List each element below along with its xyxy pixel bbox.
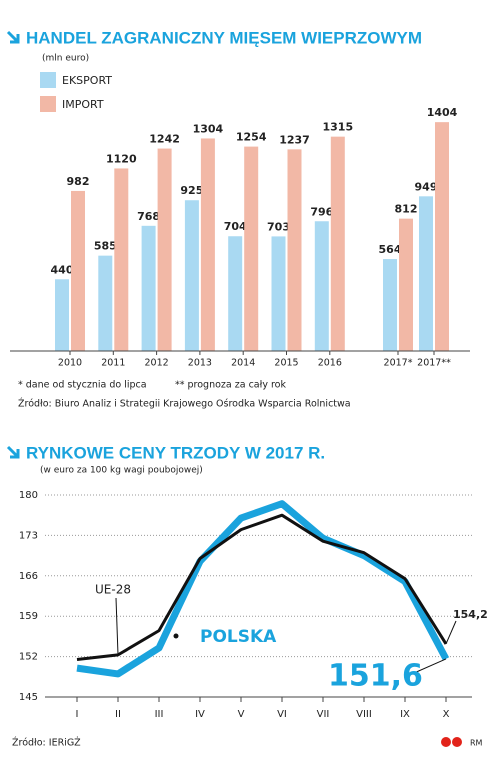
- bar: [200, 138, 215, 351]
- marker: [173, 633, 179, 639]
- x-tick-label: 2017*: [384, 358, 413, 369]
- x-tick-label: 2012: [145, 358, 169, 369]
- data-label: 703: [267, 220, 290, 233]
- subtitle: (w euro za 100 kg wagi poubojowej): [40, 466, 203, 476]
- data-label: 585: [94, 240, 117, 253]
- bar: [114, 168, 129, 351]
- y-tick-label: 145: [19, 692, 38, 703]
- note: * dane od stycznia do lipca: [18, 380, 147, 391]
- data-label: 564: [379, 243, 402, 256]
- bar: [157, 148, 172, 351]
- arrow-icon: [6, 30, 20, 44]
- credit: RM: [470, 739, 483, 748]
- line: [76, 500, 450, 678]
- x-tick-label: 2014: [231, 358, 255, 369]
- data-label: 1404: [427, 106, 458, 119]
- x-tick-label: 2016: [318, 358, 342, 369]
- x-tick-label: VIII: [356, 709, 372, 720]
- bar: [98, 255, 113, 351]
- x-tick-label: VII: [317, 709, 330, 720]
- data-label: 812: [395, 203, 418, 216]
- data-label: 925: [180, 184, 203, 197]
- note: ** prognoza za cały rok: [175, 380, 286, 391]
- x-tick-label: III: [155, 709, 164, 720]
- value-label: 151,6: [328, 659, 423, 694]
- x-tick-label: 2017**: [417, 358, 451, 369]
- x-tick-label: X: [443, 709, 450, 720]
- data-label: 796: [310, 205, 333, 218]
- data-label: 1254: [236, 131, 267, 144]
- data-label: 1120: [106, 152, 137, 165]
- legend-swatch: [40, 72, 56, 88]
- x-tick-label: V: [238, 709, 245, 720]
- leader: [115, 597, 119, 655]
- y-tick-label: 180: [19, 490, 38, 501]
- x-tick-label: I: [76, 709, 79, 720]
- value-label: 154,2: [453, 608, 488, 621]
- arrow-icon: [6, 445, 20, 459]
- data-label: 1242: [149, 133, 180, 146]
- bar: [244, 146, 259, 351]
- series-label: POLSKA: [200, 627, 277, 647]
- x-tick-label: IX: [400, 709, 410, 720]
- data-label: 1315: [322, 121, 353, 134]
- data-label: 1237: [279, 133, 310, 146]
- bar: [55, 279, 69, 351]
- legend-swatch: [40, 96, 56, 112]
- series-label: UE-28: [95, 583, 131, 597]
- legend-label: EKSPORT: [62, 74, 112, 87]
- data-label: 704: [224, 220, 247, 233]
- x-tick-label: 2013: [188, 358, 212, 369]
- bar: [383, 259, 397, 351]
- data-label: 949: [415, 180, 438, 193]
- x-tick-label: 2011: [101, 358, 125, 369]
- x-tick-label: IV: [195, 709, 205, 720]
- leader: [404, 658, 447, 678]
- x-tick-label: 2015: [274, 358, 298, 369]
- bar: [228, 236, 243, 351]
- chart-title: RYNKOWE CENY TRZODY W 2017 R.: [26, 443, 325, 462]
- data-label: 440: [51, 263, 74, 276]
- data-label: 1304: [193, 122, 224, 135]
- bar: [271, 236, 286, 351]
- x-tick-label: VI: [277, 709, 287, 720]
- chart-title: HANDEL ZAGRANICZNY MIĘSEM WIEPRZOWYM: [26, 28, 422, 47]
- bar: [419, 196, 433, 351]
- bar: [399, 218, 413, 351]
- source: Źródło: Biuro Analiz i Strategii Krajowe…: [18, 398, 351, 410]
- bar: [141, 225, 156, 351]
- x-tick-label: 2010: [58, 358, 82, 369]
- data-label: 768: [137, 210, 160, 223]
- bar: [184, 200, 199, 351]
- data-label: 982: [67, 175, 90, 188]
- leader: [445, 620, 457, 645]
- source: Źródło: IERiGŻ: [12, 737, 81, 749]
- y-tick-label: 159: [19, 611, 38, 622]
- logo: [452, 737, 462, 747]
- y-tick-label: 166: [19, 571, 38, 582]
- bar: [71, 190, 85, 351]
- logo: [441, 737, 451, 747]
- bar: [435, 122, 449, 351]
- bar: [287, 149, 302, 351]
- y-tick-label: 152: [19, 652, 38, 663]
- bar: [314, 221, 329, 351]
- legend-label: IMPORT: [62, 98, 104, 111]
- x-tick-label: II: [115, 709, 121, 720]
- subtitle: (mln euro): [42, 54, 89, 64]
- y-tick-label: 173: [19, 530, 38, 541]
- bar: [330, 136, 345, 351]
- line: [76, 513, 448, 661]
